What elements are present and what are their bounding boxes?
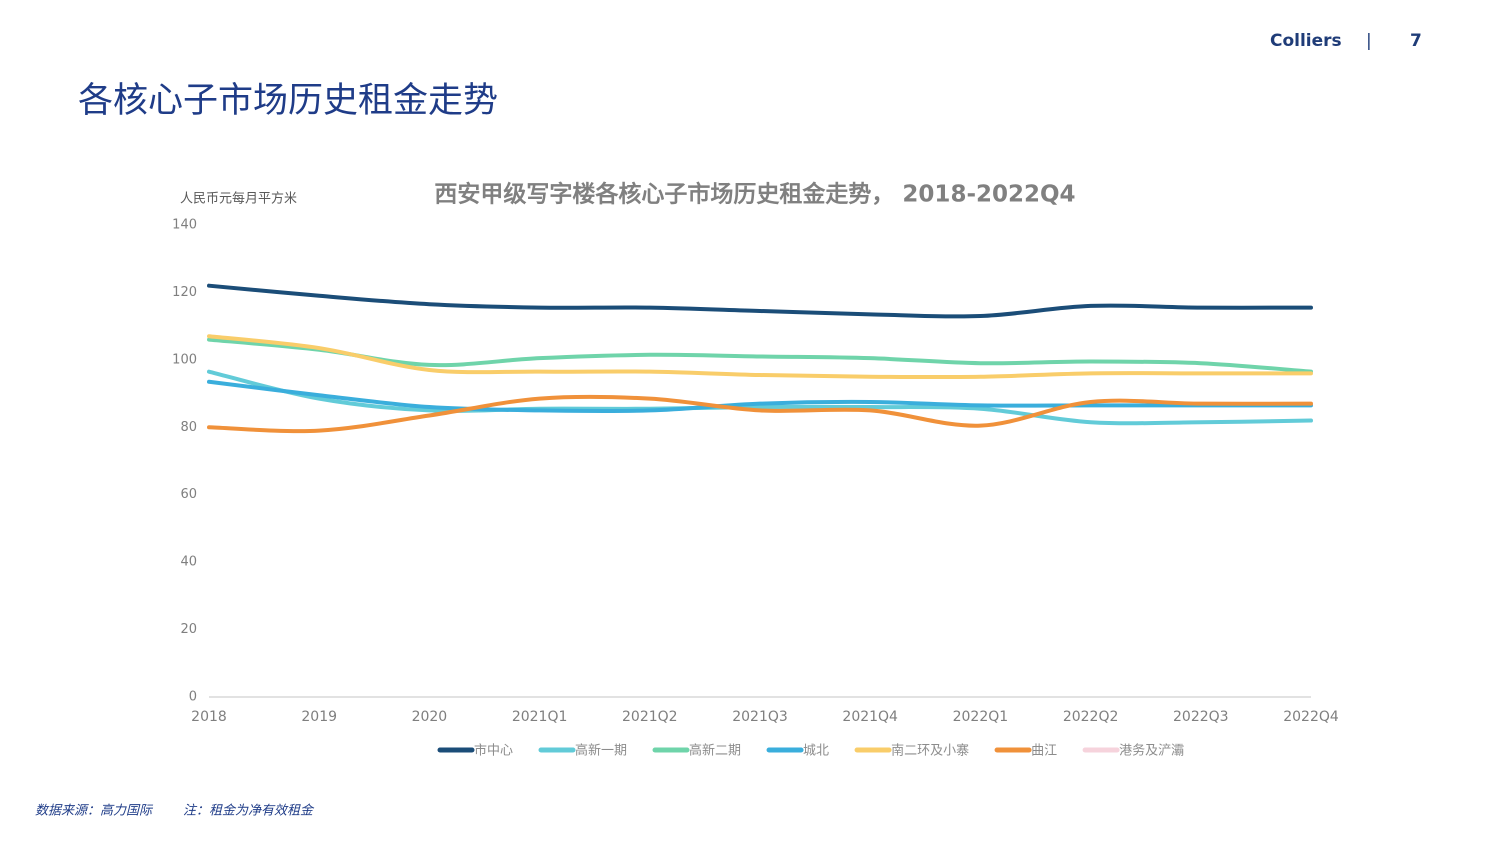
y-tick-label: 60 [180,487,197,502]
legend-label: 城北 [803,744,829,759]
series-line [207,334,1313,380]
series-line [207,283,1313,319]
x-tick-label: 2022Q2 [1063,709,1119,725]
x-tick-label: 2018 [191,709,227,725]
legend-label: 市中心 [474,743,513,759]
legend-label: 高新二期 [689,743,741,759]
x-tick-label: 2021Q1 [512,709,568,725]
x-tick-label: 2022Q4 [1283,709,1339,725]
legend-label: 高新一期 [575,743,627,759]
source-note: 数据来源：高力国际 [35,804,154,819]
legend-label: 曲江 [1031,744,1057,759]
x-tick-label: 2021Q4 [842,709,898,725]
series-line [207,394,1313,434]
series-line [207,337,1313,374]
y-tick-label: 140 [172,218,197,233]
chart-title: 西安甲级写字楼各核心子市场历史租金走势， 2018-2022Q4 [434,181,1075,208]
x-tick-label: 2019 [301,709,337,725]
series-line [207,379,1313,414]
y-tick-label: 100 [172,352,197,367]
x-tick-label: 2022Q1 [953,709,1009,725]
y-tick-label: 20 [180,622,197,637]
y-tick-label: 40 [180,555,197,570]
y-tick-label: 120 [172,285,197,300]
legend-label: 南二环及小寨 [891,743,969,759]
y-tick-label: 80 [180,420,197,435]
slide-title: 各核心子市场历史租金走势 [78,81,498,121]
x-tick-label: 2022Q3 [1173,709,1229,725]
x-tick-label: 2021Q3 [732,709,788,725]
footnote: 注：租金为净有效租金 [183,803,315,819]
brand: Colliers [1270,31,1342,51]
separator: | [1366,31,1372,51]
x-tick-label: 2021Q2 [622,709,678,725]
y-tick-label: 0 [189,690,197,705]
series-line [207,369,1313,426]
x-tick-label: 2020 [412,709,448,725]
page-number: 7 [1410,31,1422,51]
legend-label: 港务及浐灞 [1119,743,1184,759]
y-axis-label: 人民币元每月平方米 [180,191,297,207]
